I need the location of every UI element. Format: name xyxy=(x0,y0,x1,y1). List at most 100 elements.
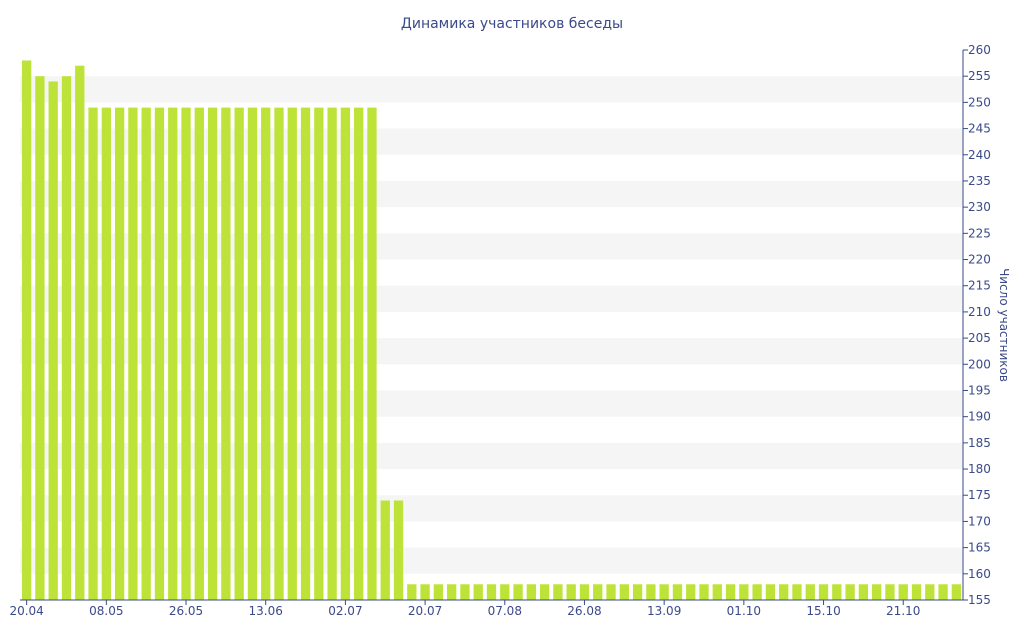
bar xyxy=(340,107,351,601)
bar xyxy=(646,584,656,600)
bar xyxy=(539,584,550,600)
bar xyxy=(526,584,536,600)
bar xyxy=(154,107,165,601)
x-tick-label: 02.07 xyxy=(328,604,362,618)
bar xyxy=(765,584,776,600)
bar xyxy=(951,584,962,600)
x-tick-labels: 20.04 08.05 26.05 13.06 02.07 20.07 07.08 26.08… xyxy=(9,604,920,618)
bar xyxy=(486,584,497,600)
y-tick-label: 160 xyxy=(968,567,991,581)
bar xyxy=(513,584,523,600)
bar xyxy=(48,81,58,601)
bar xyxy=(114,107,125,601)
bar xyxy=(447,584,457,600)
y-tick-label: 260 xyxy=(968,43,991,57)
bar xyxy=(858,584,869,600)
bar xyxy=(845,584,855,600)
y-tick-label: 180 xyxy=(968,462,991,476)
x-tick-label: 07.08 xyxy=(488,604,522,618)
bar xyxy=(898,584,908,600)
bar xyxy=(194,107,204,601)
x-tick-label: 15.10 xyxy=(806,604,840,618)
bar xyxy=(274,107,284,601)
bar xyxy=(314,107,324,601)
x-tick-label: 26.08 xyxy=(567,604,601,618)
bar xyxy=(779,584,789,600)
bar xyxy=(752,584,762,600)
bar xyxy=(739,584,749,600)
x-tick-label: 26.05 xyxy=(169,604,203,618)
bar xyxy=(553,584,563,600)
bar xyxy=(407,584,417,600)
y-tick-label: 175 xyxy=(968,488,991,502)
y-tick-label: 240 xyxy=(968,148,991,162)
y-tick-label: 250 xyxy=(968,95,991,109)
y-tick-label: 210 xyxy=(968,305,991,319)
bar xyxy=(367,107,377,601)
bar xyxy=(619,584,629,600)
y-tick-label: 170 xyxy=(968,514,991,528)
bar xyxy=(712,584,722,600)
axes xyxy=(20,49,968,605)
x-tick-label: 13.06 xyxy=(249,604,283,618)
bar xyxy=(911,584,922,600)
bar xyxy=(805,584,815,600)
grid-band xyxy=(20,76,963,103)
bar xyxy=(672,584,683,600)
y-tick-label: 200 xyxy=(968,357,991,371)
bar xyxy=(21,60,32,601)
bar xyxy=(247,107,258,601)
bar xyxy=(420,584,430,600)
bar xyxy=(287,107,297,601)
y-tick-label: 220 xyxy=(968,253,991,267)
bar xyxy=(606,584,616,600)
bar xyxy=(88,107,98,601)
bar xyxy=(393,500,404,600)
bar xyxy=(566,584,576,600)
bar xyxy=(818,584,829,600)
y-tick-labels: 155 160 165 170 175 180 185 190 195 200 205 210 215 2… xyxy=(968,43,991,607)
y-tick-label: 235 xyxy=(968,174,991,188)
x-tick-label: 20.07 xyxy=(408,604,442,618)
y-tick-label: 230 xyxy=(968,200,991,214)
bar xyxy=(593,584,603,600)
bar xyxy=(938,584,948,600)
bar xyxy=(632,584,643,600)
y-tick-label: 165 xyxy=(968,541,991,555)
bar xyxy=(460,584,470,600)
chart-title: Динамика участников беседы xyxy=(401,16,623,32)
y-tick-label: 225 xyxy=(968,226,991,240)
bar xyxy=(885,584,895,600)
x-tick-label: 20.04 xyxy=(9,604,43,618)
bar xyxy=(579,584,590,600)
bar xyxy=(659,584,669,600)
bar xyxy=(354,107,364,601)
x-tick-label: 08.05 xyxy=(89,604,123,618)
bar xyxy=(181,107,191,601)
bar xyxy=(61,76,72,600)
bar xyxy=(327,107,337,601)
bar xyxy=(128,107,138,601)
bar xyxy=(35,76,45,600)
y-tick-label: 155 xyxy=(968,593,991,607)
bar xyxy=(832,584,842,600)
y-tick-label: 185 xyxy=(968,436,991,450)
bar xyxy=(207,107,218,601)
bar xyxy=(141,107,151,601)
y-tick-label: 255 xyxy=(968,69,991,83)
bar xyxy=(686,584,696,600)
x-tick-label: 21.10 xyxy=(886,604,920,618)
bar xyxy=(925,584,935,600)
bars xyxy=(21,60,962,601)
bar xyxy=(261,107,271,601)
bar xyxy=(234,107,244,601)
bar xyxy=(699,584,709,600)
bar xyxy=(300,107,311,601)
bar xyxy=(500,584,510,600)
bar xyxy=(75,65,85,600)
bar xyxy=(725,584,736,600)
x-tick-label: 13.09 xyxy=(647,604,681,618)
bar xyxy=(221,107,231,601)
x-tick-label: 01.10 xyxy=(727,604,761,618)
y-tick-label: 215 xyxy=(968,279,991,293)
